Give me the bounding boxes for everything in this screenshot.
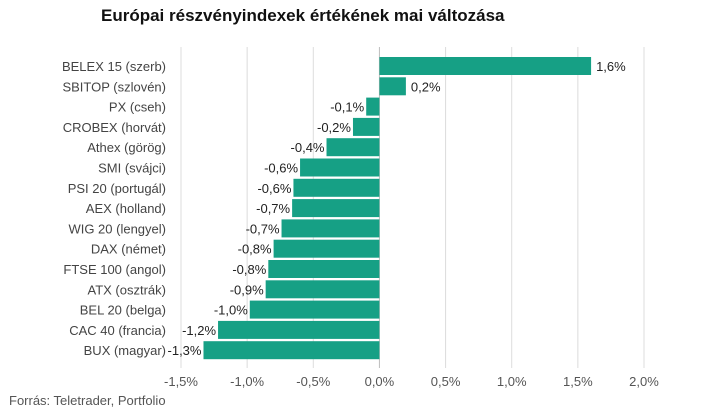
category-label: PSI 20 (portugál) xyxy=(68,181,166,196)
value-label: -0,8% xyxy=(238,242,272,257)
chart-title: Európai részvényindexek értékének mai vá… xyxy=(101,6,505,25)
value-label: -0,9% xyxy=(230,282,264,297)
category-labels: BELEX 15 (szerb) SBITOP (szlovén) PX (cseh… xyxy=(62,59,166,358)
value-label: -0,7% xyxy=(256,201,290,216)
gridlines xyxy=(180,47,645,368)
value-label: -1,3% xyxy=(168,343,202,358)
bar xyxy=(379,77,406,96)
category-label: ATX (osztrák) xyxy=(88,282,167,297)
x-tick-label: 1,5% xyxy=(563,374,593,389)
value-label: -0,4% xyxy=(291,140,325,155)
value-labels: 1,6% 0,2% -0,1% -0,2% -0,4% -0,6% -0,6% -0,7% -0… xyxy=(168,59,627,358)
category-label: DAX (német) xyxy=(91,242,166,257)
bar xyxy=(366,97,380,116)
bar xyxy=(249,300,380,319)
source-note: Forrás: Teletrader, Portfolio xyxy=(9,393,166,408)
category-label: SBITOP (szlovén) xyxy=(62,79,166,94)
category-label: WIG 20 (lengyel) xyxy=(68,221,166,236)
value-label: 0,2% xyxy=(411,79,441,94)
value-label: -0,2% xyxy=(317,120,351,135)
bar xyxy=(292,199,380,218)
value-label: -1,0% xyxy=(214,303,248,318)
bar xyxy=(352,117,380,136)
bar xyxy=(300,158,380,177)
category-label: PX (cseh) xyxy=(109,100,166,115)
value-label: -0,8% xyxy=(232,262,266,277)
category-label: AEX (holland) xyxy=(86,201,166,216)
x-tick-label: 0,5% xyxy=(431,374,461,389)
category-label: FTSE 100 (angol) xyxy=(63,262,166,277)
bar xyxy=(281,219,380,238)
category-label: CROBEX (horvát) xyxy=(63,120,166,135)
bar xyxy=(268,260,380,278)
x-tick-labels: -1,5% -1,0% -0,5% 0,0% 0,5% 1,0% 1,5% 2,0% xyxy=(164,374,659,389)
category-label: SMI (svájci) xyxy=(98,161,166,176)
value-label: 1,6% xyxy=(596,59,626,74)
bar xyxy=(218,320,380,339)
bar xyxy=(203,341,380,360)
value-label: -0,1% xyxy=(330,100,364,115)
value-label: -0,6% xyxy=(257,181,291,196)
category-label: BEL 20 (belga) xyxy=(80,303,166,318)
category-label: BELEX 15 (szerb) xyxy=(62,59,166,74)
x-tick-label: -0,5% xyxy=(296,374,330,389)
x-tick-label: 2,0% xyxy=(629,374,659,389)
bar xyxy=(293,178,380,197)
category-label: BUX (magyar) xyxy=(84,343,166,358)
value-label: -1,2% xyxy=(182,323,216,338)
bar xyxy=(326,138,380,157)
bars xyxy=(203,57,592,360)
x-tick-label: -1,5% xyxy=(164,374,198,389)
x-tick-label: -1,0% xyxy=(230,374,264,389)
x-tick-label: 0,0% xyxy=(365,374,395,389)
value-label: -0,7% xyxy=(246,221,280,236)
bar xyxy=(265,280,380,299)
value-label: -0,6% xyxy=(264,161,298,176)
category-label: Athex (görög) xyxy=(87,140,166,155)
bar xyxy=(379,57,592,75)
bar xyxy=(273,239,380,258)
x-tick-label: 1,0% xyxy=(497,374,527,389)
category-label: CAC 40 (francia) xyxy=(69,323,166,338)
